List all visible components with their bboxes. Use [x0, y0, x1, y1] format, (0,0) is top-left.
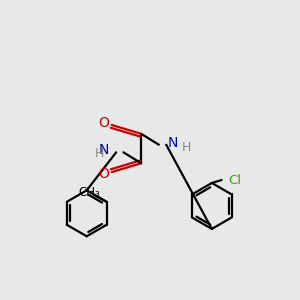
Text: H: H [182, 141, 191, 154]
Text: N: N [168, 136, 178, 150]
Text: CH₃: CH₃ [78, 187, 100, 200]
Text: Cl: Cl [228, 173, 241, 187]
Text: O: O [98, 167, 109, 181]
Text: O: O [98, 116, 109, 130]
Text: H: H [95, 147, 104, 160]
Text: N: N [98, 143, 109, 157]
